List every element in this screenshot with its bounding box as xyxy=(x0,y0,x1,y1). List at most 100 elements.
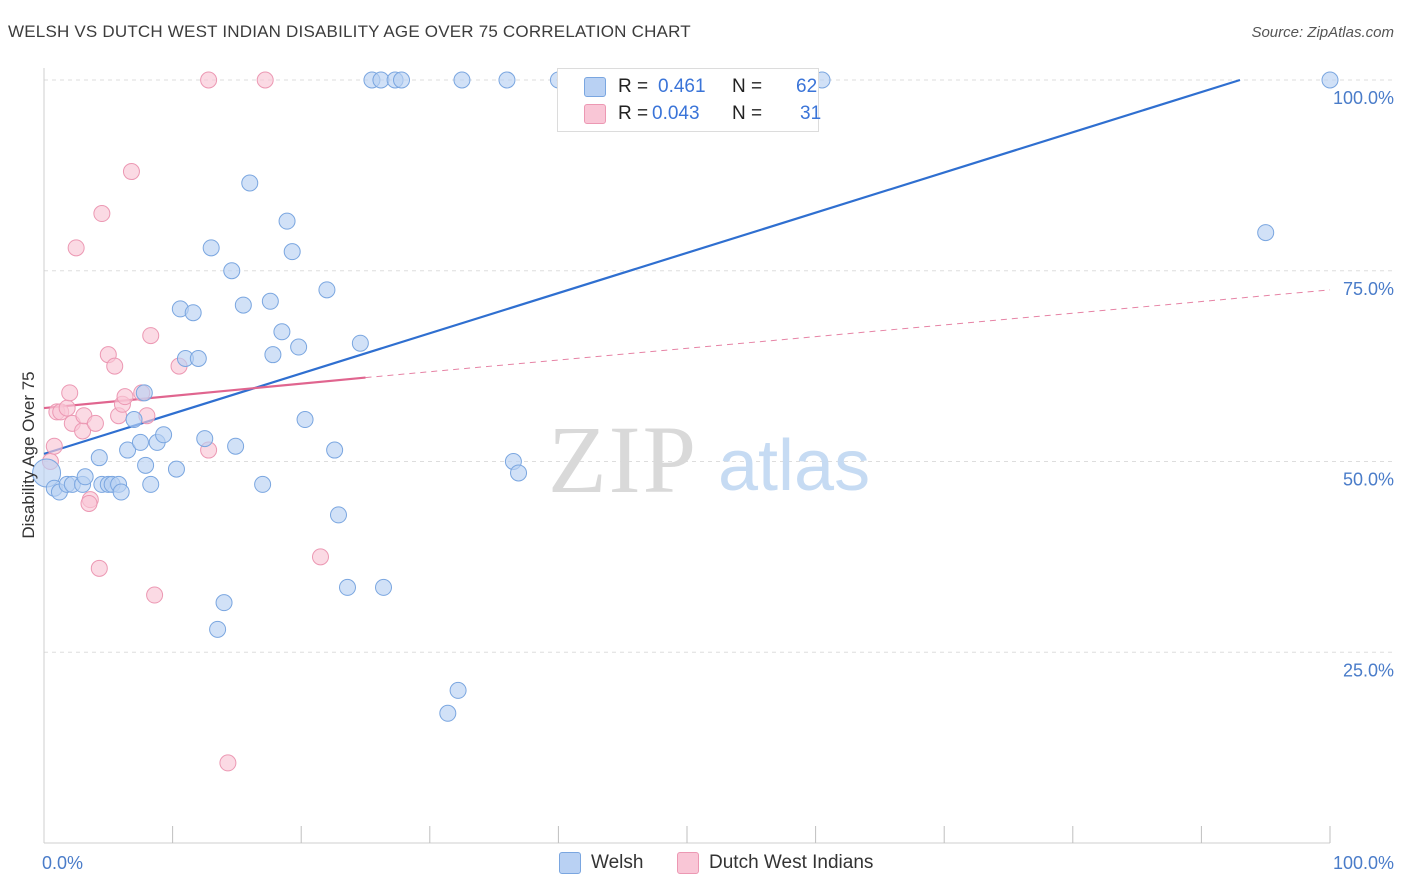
welsh-point xyxy=(254,475,272,493)
welsh-point xyxy=(209,620,227,638)
dutch-points xyxy=(41,71,329,772)
dutch-point xyxy=(58,399,76,417)
dutch-point xyxy=(219,754,237,772)
welsh-point xyxy=(261,292,279,310)
x-tick-label: 100.0% xyxy=(1333,853,1394,873)
welsh-point xyxy=(283,243,301,261)
source-label: Source: ZipAtlas.com xyxy=(1251,24,1394,41)
dutch-swatch xyxy=(677,852,699,874)
welsh-point xyxy=(227,437,245,455)
tick-labels: 100.0% 75.0% 50.0% 25.0% 0.0% 100.0% xyxy=(42,88,1394,873)
welsh-point xyxy=(125,411,143,429)
welsh-point xyxy=(167,460,185,478)
welsh-point xyxy=(119,441,137,459)
welsh-point xyxy=(338,578,356,596)
welsh-point xyxy=(326,441,344,459)
welsh-point xyxy=(393,71,411,89)
dutch-point xyxy=(142,327,160,345)
n-value: 31 xyxy=(800,103,822,124)
welsh-point xyxy=(449,681,467,699)
watermark: ZIP atlas xyxy=(548,406,870,513)
dutch-point xyxy=(61,384,79,402)
welsh-point xyxy=(453,71,471,89)
dutch-trend-extension xyxy=(365,289,1331,379)
welsh-point xyxy=(241,174,259,192)
welsh-point xyxy=(296,411,314,429)
dutch-point xyxy=(122,163,140,181)
welsh-point xyxy=(135,384,153,402)
dutch-point xyxy=(45,437,63,455)
welsh-point xyxy=(142,475,160,493)
welsh-point xyxy=(439,704,457,722)
dutch-point xyxy=(116,388,134,406)
welsh-point xyxy=(137,456,155,474)
axes xyxy=(43,68,1331,844)
dutch-point xyxy=(146,586,164,604)
y-axis-label: Disability Age Over 75 xyxy=(19,371,38,538)
dutch-point xyxy=(80,494,98,512)
x-tick-label: 0.0% xyxy=(42,853,83,873)
dutch-swatch xyxy=(584,104,606,124)
dutch-point xyxy=(311,548,329,566)
welsh-point xyxy=(196,430,214,448)
welsh-swatch xyxy=(584,77,606,97)
r-label: R = xyxy=(618,103,649,124)
dutch-point xyxy=(106,357,124,375)
welsh-point xyxy=(290,338,308,356)
welsh-point xyxy=(375,578,393,596)
y-tick-label: 75.0% xyxy=(1343,279,1394,299)
r-value: 0.461 xyxy=(658,76,706,97)
chart-title: WELSH VS DUTCH WEST INDIAN DISABILITY AG… xyxy=(8,22,691,41)
welsh-point xyxy=(273,323,291,341)
welsh-point xyxy=(189,349,207,367)
watermark-zip: ZIP xyxy=(548,406,698,513)
welsh-point xyxy=(510,464,528,482)
welsh-point xyxy=(498,71,516,89)
grid-lines xyxy=(44,79,1395,653)
welsh-point xyxy=(184,304,202,322)
y-tick-label: 50.0% xyxy=(1343,470,1394,490)
welsh-point xyxy=(351,334,369,352)
welsh-point xyxy=(318,281,336,299)
welsh-point xyxy=(372,71,390,89)
n-value: 62 xyxy=(796,76,818,97)
dutch-point xyxy=(200,71,218,89)
dutch-point xyxy=(256,71,274,89)
legend-item-welsh: Welsh xyxy=(559,852,643,874)
n-label: N = xyxy=(732,76,763,97)
y-tick-label: 25.0% xyxy=(1343,660,1394,680)
welsh-point xyxy=(76,468,94,486)
dutch-point xyxy=(86,414,104,432)
welsh-point xyxy=(155,426,173,444)
legend-label-welsh: Welsh xyxy=(591,852,644,873)
welsh-point xyxy=(215,594,233,612)
welsh-point xyxy=(90,449,108,467)
welsh-point xyxy=(329,506,347,524)
welsh-swatch xyxy=(559,852,581,874)
welsh-point xyxy=(112,483,130,501)
legend-label-dutch: Dutch West Indians xyxy=(709,852,874,873)
dutch-point xyxy=(67,239,85,257)
stats-legend: R = 0.461 N = 62 R = 0.043 N = 31 xyxy=(557,68,822,132)
n-label: N = xyxy=(732,103,763,124)
welsh-point xyxy=(202,239,220,257)
welsh-trend-line xyxy=(43,78,1241,455)
welsh-point xyxy=(234,296,252,314)
welsh-point xyxy=(223,262,241,280)
trend-lines xyxy=(43,78,1331,455)
welsh-points xyxy=(32,71,1339,722)
r-label: R = xyxy=(618,76,649,97)
welsh-point xyxy=(1257,224,1275,242)
legend-item-dutch: Dutch West Indians xyxy=(677,852,873,874)
watermark-atlas: atlas xyxy=(718,426,870,506)
y-tick-label: 100.0% xyxy=(1333,88,1394,108)
welsh-point xyxy=(264,346,282,364)
dutch-point xyxy=(93,205,111,223)
r-value: 0.043 xyxy=(652,103,700,124)
welsh-point xyxy=(131,433,149,451)
welsh-point xyxy=(278,212,296,230)
welsh-point xyxy=(1321,71,1339,89)
dutch-point xyxy=(90,559,108,577)
dutch-trend-line xyxy=(43,376,366,410)
